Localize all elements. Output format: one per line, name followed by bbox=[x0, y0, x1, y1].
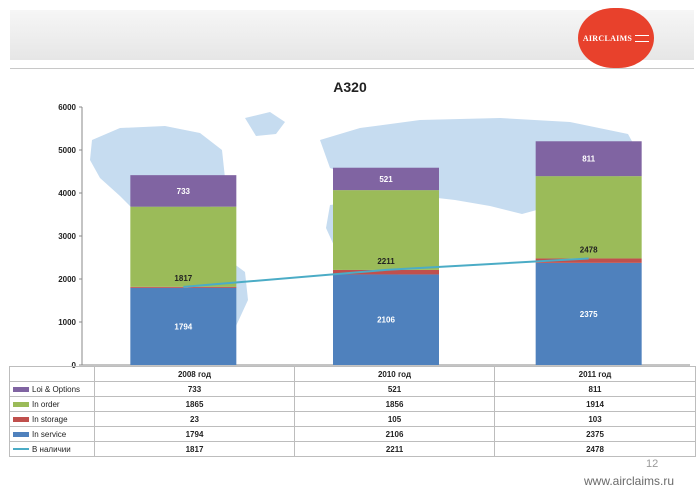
table-cell: 1914 bbox=[494, 396, 696, 412]
table-cell: 2106 bbox=[294, 426, 495, 442]
legend-label: Loi & Options bbox=[32, 384, 81, 394]
legend-swatch-icon bbox=[13, 448, 29, 451]
bar-segment bbox=[130, 286, 237, 288]
table-row: Loi & Options 733 521 811 bbox=[9, 381, 696, 397]
table-row: In service 1794 2106 2375 bbox=[9, 426, 696, 442]
bar-segment bbox=[333, 269, 439, 275]
bar-segment bbox=[535, 258, 642, 263]
bar-segment bbox=[333, 167, 439, 191]
table-row: В наличии 1817 2211 2478 bbox=[9, 441, 696, 457]
table-cell: 1856 bbox=[294, 396, 495, 412]
table-header-cell: 2010 год bbox=[294, 366, 495, 382]
bar-data-label: 811 bbox=[582, 155, 595, 164]
y-tick-label: 5000 bbox=[58, 146, 76, 155]
bar-segment bbox=[130, 287, 237, 365]
table-cell: 105 bbox=[294, 411, 495, 427]
bar-data-label: 2106 bbox=[377, 316, 395, 325]
legend-label: In service bbox=[32, 429, 67, 439]
availability-line bbox=[183, 257, 589, 288]
y-tick-label: 6000 bbox=[58, 103, 76, 112]
table-cell: 1817 bbox=[94, 441, 295, 457]
legend-swatch-icon bbox=[13, 401, 29, 407]
table-header-cell: 2008 год bbox=[94, 366, 295, 382]
bar-segment bbox=[130, 206, 237, 287]
airclaims-logo: AIRCLAIMS bbox=[578, 8, 654, 68]
table-header-cell: 2011 год bbox=[494, 366, 696, 382]
y-tick-label: 3000 bbox=[58, 232, 76, 241]
y-tick-label: 2000 bbox=[58, 275, 76, 284]
table-row: In order 1865 1856 1914 bbox=[9, 396, 696, 412]
legend-swatch-icon bbox=[13, 431, 29, 437]
legend-swatch-icon bbox=[13, 416, 29, 422]
bar-data-label: 733 bbox=[177, 187, 191, 196]
legend-label: In storage bbox=[32, 414, 68, 424]
bar-data-label: 521 bbox=[379, 175, 393, 184]
table-row-header: In order bbox=[9, 396, 95, 412]
table-cell: 103 bbox=[494, 411, 696, 427]
line-data-label: 2211 bbox=[377, 257, 395, 266]
chart-title: A320 bbox=[333, 79, 367, 95]
y-tick-label: 4000 bbox=[58, 189, 76, 198]
bar-segment bbox=[535, 176, 642, 259]
table-row-header: В наличии bbox=[9, 441, 95, 457]
table-cell: 2211 bbox=[294, 441, 495, 457]
data-table: 2008 год 2010 год 2011 год Loi & Options… bbox=[9, 366, 696, 457]
y-tick-label: 1000 bbox=[58, 318, 76, 327]
table-cell: 2478 bbox=[494, 441, 696, 457]
table-cell: 2375 bbox=[494, 426, 696, 442]
table-row-header: Loi & Options bbox=[9, 381, 95, 397]
table-cell: 1794 bbox=[94, 426, 295, 442]
bar-segment bbox=[535, 262, 642, 365]
page-number: 12 bbox=[646, 458, 659, 470]
table-cell: 1865 bbox=[94, 396, 295, 412]
line-data-label: 2478 bbox=[580, 245, 598, 254]
y-tick-label: 0 bbox=[72, 361, 77, 370]
table-cell: 23 bbox=[94, 411, 295, 427]
bar-segment bbox=[535, 141, 642, 177]
bar-data-label: 1794 bbox=[174, 322, 192, 331]
table-row-header: In service bbox=[9, 426, 95, 442]
table-row: In storage 23 105 103 bbox=[9, 411, 696, 427]
bars bbox=[130, 141, 642, 365]
logo-text: AIRCLAIMS bbox=[582, 33, 633, 43]
table-corner-cell bbox=[9, 366, 95, 382]
table-row-header: In storage bbox=[9, 411, 95, 427]
legend-swatch-icon bbox=[13, 386, 29, 392]
legend-label: В наличии bbox=[32, 444, 71, 454]
footer-url: www.airclaims.ru bbox=[584, 474, 675, 488]
logo-wing-icon bbox=[635, 34, 650, 42]
bar-segment bbox=[333, 274, 439, 365]
bar-data-label: 2375 bbox=[580, 310, 598, 319]
bar-segment bbox=[130, 175, 237, 207]
header-divider bbox=[10, 68, 694, 69]
availability-line-path bbox=[183, 257, 589, 288]
legend-label: In order bbox=[32, 399, 60, 409]
table-cell: 811 bbox=[494, 381, 696, 397]
data-labels: 1794 733 2106 521 2375 811 1817 2211 2478 bbox=[174, 155, 598, 332]
table-cell: 733 bbox=[94, 381, 295, 397]
table-header-row: 2008 год 2010 год 2011 год bbox=[9, 366, 696, 382]
table-cell: 521 bbox=[294, 381, 495, 397]
line-data-label: 1817 bbox=[174, 274, 192, 283]
continent-greenland bbox=[245, 112, 285, 136]
bar-segment bbox=[333, 190, 439, 270]
